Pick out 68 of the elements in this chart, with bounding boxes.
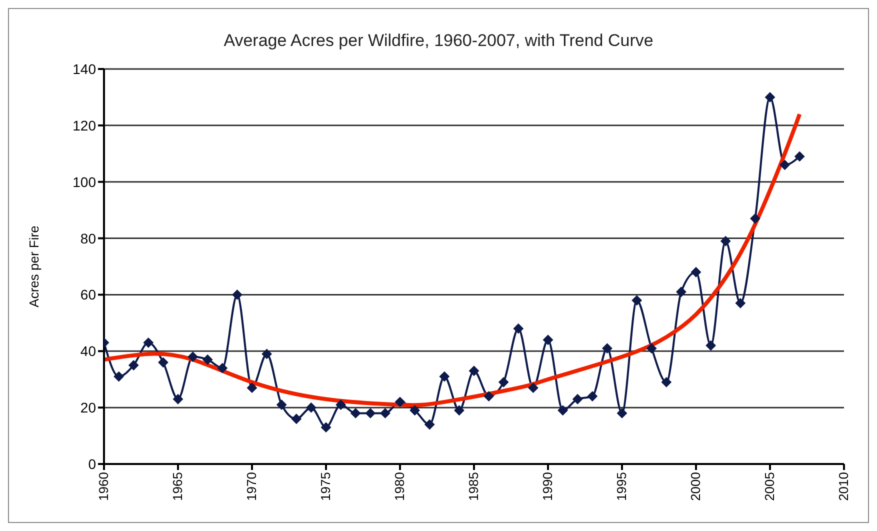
point xyxy=(528,382,538,393)
point xyxy=(780,160,790,170)
point xyxy=(143,338,154,348)
point xyxy=(395,396,405,407)
point xyxy=(513,324,524,334)
point xyxy=(484,391,494,402)
x-tick-label: 1980 xyxy=(392,472,408,501)
point xyxy=(720,236,731,246)
point xyxy=(158,357,168,368)
y-tick-label: 60 xyxy=(80,286,96,303)
point xyxy=(794,151,805,162)
y-tick-label: 80 xyxy=(80,230,96,246)
point xyxy=(439,372,450,382)
point xyxy=(424,420,435,430)
x-tick-label: 1975 xyxy=(318,472,334,501)
point xyxy=(617,408,627,418)
point xyxy=(691,267,701,278)
point xyxy=(750,214,760,224)
point xyxy=(365,408,376,418)
point xyxy=(291,414,302,424)
point xyxy=(128,360,139,370)
x-tick-label: 1985 xyxy=(466,472,482,501)
point xyxy=(661,377,672,388)
point xyxy=(247,382,257,393)
chart-title: Average Acres per Wildfire, 1960-2007, with Trend Curve xyxy=(222,30,654,50)
point xyxy=(469,366,479,376)
point xyxy=(410,405,420,416)
y-tick-label: 120 xyxy=(72,117,96,134)
point xyxy=(350,408,361,418)
x-tick-label: 1965 xyxy=(170,472,186,501)
point xyxy=(706,340,716,350)
x-tick-label: 1995 xyxy=(614,472,630,501)
point xyxy=(587,391,598,402)
point xyxy=(543,334,553,345)
point xyxy=(454,405,464,416)
y-tick-label: 0 xyxy=(88,456,96,472)
point xyxy=(380,408,390,418)
point xyxy=(632,295,642,306)
point xyxy=(306,402,316,413)
point xyxy=(114,372,124,382)
y-axis-title: Acres per Fire xyxy=(26,226,42,308)
point xyxy=(217,363,228,374)
x-tick-label: 2005 xyxy=(762,472,778,501)
point xyxy=(558,405,568,416)
point xyxy=(336,400,346,410)
point xyxy=(202,354,213,365)
y-tick-label: 20 xyxy=(80,400,96,416)
y-tick-label: 140 xyxy=(72,60,96,77)
x-tick-label: 1970 xyxy=(244,472,260,501)
point xyxy=(188,352,198,362)
point xyxy=(735,298,746,308)
point xyxy=(262,348,272,359)
point xyxy=(602,343,612,354)
x-tick-label: 2000 xyxy=(688,472,704,501)
x-tick-label: 2010 xyxy=(836,472,852,501)
y-tick-label: 40 xyxy=(80,343,96,360)
point xyxy=(173,394,183,404)
point xyxy=(321,422,331,432)
point xyxy=(676,286,686,297)
point xyxy=(232,290,242,300)
x-tick-label: 1990 xyxy=(540,472,556,501)
point xyxy=(572,394,583,404)
point xyxy=(498,377,509,388)
point xyxy=(276,400,287,410)
point xyxy=(646,343,657,354)
x-tick-label: 1960 xyxy=(96,472,112,501)
y-tick-label: 100 xyxy=(72,174,96,190)
point xyxy=(765,92,775,102)
